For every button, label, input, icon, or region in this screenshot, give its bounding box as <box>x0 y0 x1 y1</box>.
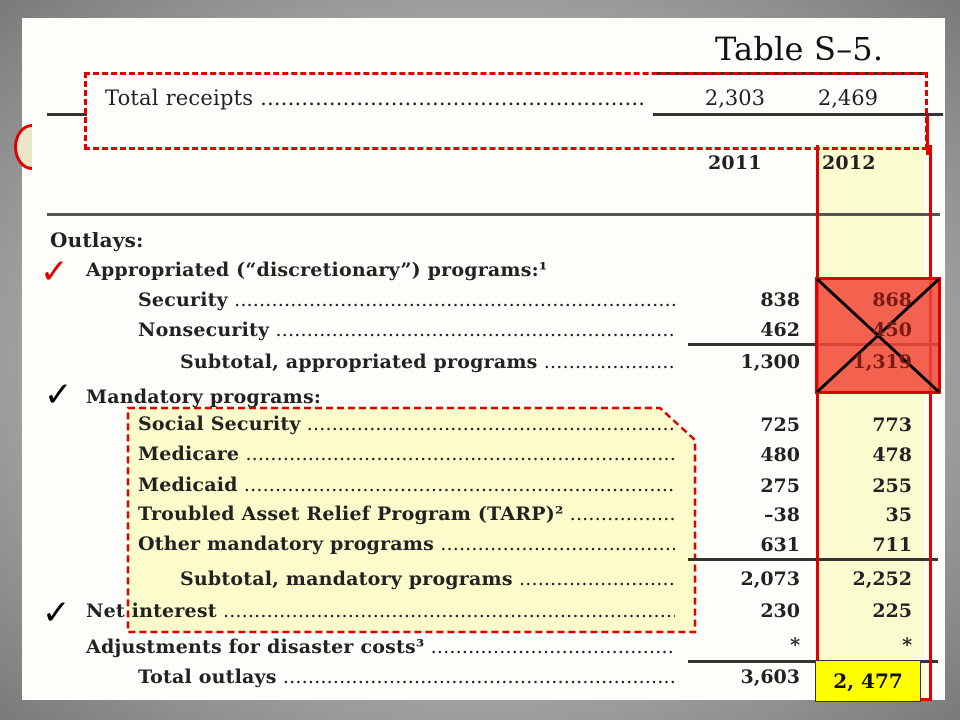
year-header-2011: 2011 <box>708 152 762 174</box>
table-title: Table S–5. <box>715 30 884 68</box>
row-label: Subtotal, mandatory programs <box>180 568 675 590</box>
row-label: Total outlays <box>138 666 675 688</box>
row-2011: 275 <box>760 475 800 497</box>
column-2012-highlight <box>818 145 925 700</box>
row-label: Troubled Asset Relief Program (TARP)² <box>138 503 675 525</box>
row-2012: 450 <box>872 319 912 341</box>
row-label: Security <box>138 289 675 311</box>
column-2012-outline-right <box>926 115 929 155</box>
receipts-2011: 2,303 <box>704 86 765 110</box>
rule <box>47 213 940 216</box>
row-label: Nonsecurity <box>138 319 675 341</box>
outlays-heading: Outlays: <box>50 228 144 252</box>
row-2011: 1,300 <box>740 351 801 373</box>
row-2012: 773 <box>872 414 912 436</box>
row-2011: 2,073 <box>740 568 801 590</box>
row-label: Medicare <box>138 443 675 465</box>
row-2011: 230 <box>760 600 800 622</box>
row-label: Subtotal, appropriated programs <box>180 351 675 373</box>
row-2011: 480 <box>760 444 800 466</box>
row-label: Mandatory programs: <box>86 386 322 408</box>
row-2011: 462 <box>760 319 800 341</box>
rule <box>688 343 938 346</box>
rule <box>688 558 938 561</box>
row-2012: * <box>902 634 912 656</box>
row-2012: 868 <box>872 289 912 311</box>
row-2011: * <box>790 634 800 656</box>
row-2012: 35 <box>885 504 912 526</box>
row-2011: –38 <box>764 504 800 526</box>
row-2012: 1,319 <box>852 351 913 373</box>
row-2011: 725 <box>760 414 800 436</box>
rule <box>47 113 87 116</box>
rule <box>653 113 943 116</box>
check-icon: ✓ <box>42 593 71 633</box>
rule <box>688 660 938 663</box>
row-2012: 711 <box>872 534 912 556</box>
row-2012: 225 <box>872 600 912 622</box>
row-label: Medicaid <box>138 474 675 496</box>
row-label: Other mandatory programs <box>138 533 675 555</box>
row-2012: 2,252 <box>852 568 913 590</box>
receipts-label: Total receipts <box>105 86 645 110</box>
cross-out-icon <box>815 277 941 394</box>
row-2011: 3,603 <box>740 666 801 688</box>
row-label: Net interest <box>86 600 675 622</box>
row-2012: 478 <box>872 444 912 466</box>
check-icon: ✓ <box>40 252 69 292</box>
annotation-total: 2, 477 <box>833 669 903 693</box>
year-header-2012: 2012 <box>822 152 876 174</box>
row-label: Adjustments for disaster costs³ <box>86 636 675 658</box>
row-2012: 255 <box>872 475 912 497</box>
row-label: Social Security <box>138 413 675 435</box>
row-label: Appropriated (“discretionary”) programs:… <box>86 259 548 281</box>
row-2011: 838 <box>760 289 800 311</box>
receipts-2012: 2,469 <box>817 86 878 110</box>
row-2011: 631 <box>760 534 800 556</box>
receipts-dashed-box <box>84 72 928 150</box>
annotation-total-box: 2, 477 <box>815 660 921 702</box>
check-icon: ✓ <box>44 375 73 415</box>
